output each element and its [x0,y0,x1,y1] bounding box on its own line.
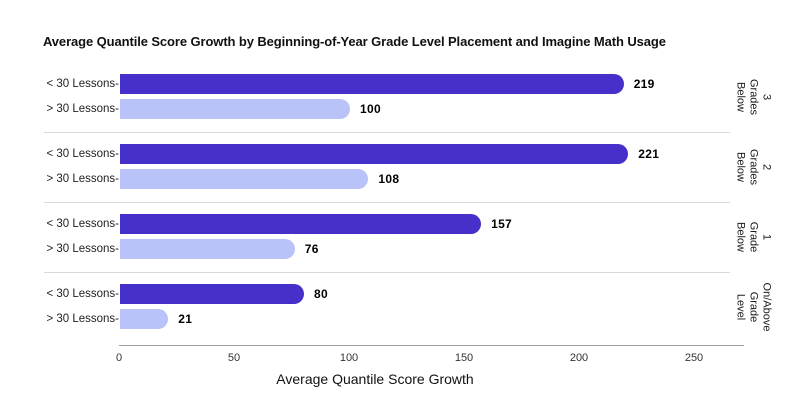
bar-row: < 30 Lessons- 221 [44,144,730,164]
bar-value-label: 76 [304,242,319,256]
y-tick-label: > 30 Lessons- [46,173,119,185]
bar-group: < 30 Lessons- 157 > 30 Lessons- 76 [44,202,730,272]
group-axis-label-text: 3 Grades Below [734,78,773,116]
bar-under-30-lessons [120,144,629,164]
y-tick-label: < 30 Lessons- [46,288,119,300]
bar-under-30-lessons [120,74,624,94]
bar-group: < 30 Lessons- 219 > 30 Lessons- 100 [44,62,730,132]
x-tick-label: 50 [227,352,241,364]
group-axis-label-text: 2 Grades Below [734,148,773,186]
bar-row: < 30 Lessons- 219 [44,74,730,94]
bar-over-30-lessons [120,309,169,329]
chart-title: Average Quantile Score Growth by Beginni… [43,34,666,49]
y-tick-label: < 30 Lessons- [46,148,119,160]
bar-row: > 30 Lessons- 108 [44,169,730,189]
bar-group: < 30 Lessons- 221 > 30 Lessons- 108 [44,132,730,202]
bar-under-30-lessons [120,284,304,304]
bar-group: < 30 Lessons- 80 > 30 Lessons- 21 [44,272,730,342]
bar-value-label: 108 [378,172,400,186]
y-tick-label: > 30 Lessons- [46,103,119,115]
group-axis-label-text: 1 Grade Below [734,221,773,253]
bar-groups: < 30 Lessons- 219 > 30 Lessons- 100 < 30 Les… [44,62,730,342]
bar-row: < 30 Lessons- 157 [44,214,730,234]
bar-row: > 30 Lessons- 100 [44,99,730,119]
x-tick-label: 200 [569,352,589,364]
x-tick-label: 100 [339,352,359,364]
bar-value-label: 21 [178,312,193,326]
bar-over-30-lessons [120,99,350,119]
bar-value-label: 157 [491,217,513,231]
bar-over-30-lessons [120,169,369,189]
group-axis-label-text: On/Above Grade Level [734,282,773,332]
x-tick-label: 250 [684,352,704,364]
bar-row: > 30 Lessons- 21 [44,309,730,329]
y-tick-label: > 30 Lessons- [46,313,119,325]
bar-value-label: 219 [633,77,655,91]
bar-over-30-lessons [120,239,295,259]
bar-row: < 30 Lessons- 80 [44,284,730,304]
bar-value-label: 100 [360,102,381,116]
x-axis-line [119,345,744,346]
x-axis-label: Average Quantile Score Growth [276,371,474,387]
bar-value-label: 80 [314,287,328,301]
y-tick-label: < 30 Lessons- [46,78,119,90]
x-tick-label: 0 [115,352,123,364]
x-tick-label: 150 [454,352,474,364]
bar-under-30-lessons [120,214,482,234]
bar-row: > 30 Lessons- 76 [44,239,730,259]
y-tick-label: < 30 Lessons- [46,218,119,230]
y-tick-label: > 30 Lessons- [46,243,119,255]
bar-value-label: 221 [638,147,660,161]
